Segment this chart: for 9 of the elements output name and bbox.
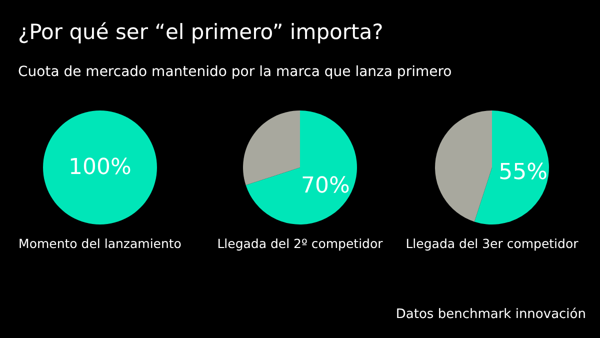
data-label: 100% xyxy=(68,155,132,180)
data-label: 55% xyxy=(498,160,548,185)
text: Llegada del 3er competidor xyxy=(404,236,580,251)
text: Cuota de mercado mantenido por la marca que lanza primero xyxy=(18,64,452,80)
data-label: 70% xyxy=(301,174,350,199)
text: ¿Por qué ser “el primero” importa? xyxy=(18,20,384,44)
text: Llegada del 2º competidor xyxy=(216,236,384,251)
text: Datos benchmark innovación xyxy=(396,307,586,322)
text: Momento del lanzamiento xyxy=(18,236,182,251)
